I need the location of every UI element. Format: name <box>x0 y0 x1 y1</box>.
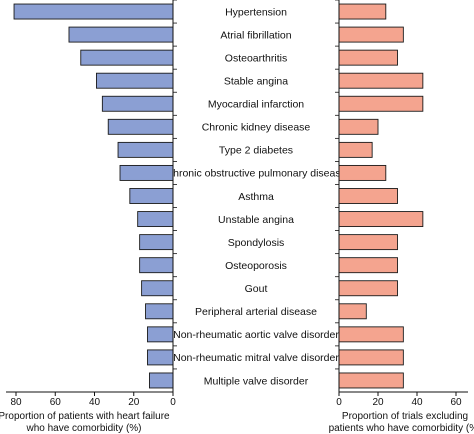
category-label: Unstable angina <box>218 214 294 226</box>
left-bar <box>96 72 174 89</box>
category-label: Atrial fibrillation <box>220 29 291 41</box>
left-x-tick-label: 80 <box>10 397 22 408</box>
right-bar <box>338 280 398 297</box>
right-bar <box>338 49 398 66</box>
left-axis-title-line1: Proportion of patients with heart failur… <box>0 411 170 422</box>
left-x-tick-label: 20 <box>128 397 140 408</box>
category-label: Myocardial infarction <box>208 99 304 111</box>
left-bar <box>13 3 174 20</box>
right-x-tick-label: 20 <box>372 397 384 408</box>
left-bar <box>101 95 174 112</box>
category-label: Multiple valve disorder <box>204 375 309 387</box>
left-bar <box>139 234 174 251</box>
left-bar <box>107 118 174 135</box>
left-bar <box>148 372 174 389</box>
right-bar <box>338 303 367 320</box>
right-bar <box>338 3 387 20</box>
category-label: Gout <box>245 283 268 295</box>
category-label: Osteoarthritis <box>225 52 287 64</box>
left-bar <box>117 141 174 158</box>
right-bar <box>338 95 424 112</box>
left-bar <box>137 211 174 228</box>
left-bar <box>145 303 174 320</box>
right-bar <box>338 164 387 181</box>
left-bar <box>68 26 174 43</box>
left-bar <box>147 349 174 366</box>
right-bar <box>338 188 398 204</box>
right-x-tick-label: 40 <box>411 397 423 408</box>
right-bar <box>338 349 404 366</box>
right-bar <box>338 118 379 135</box>
left-bar <box>80 49 174 66</box>
right-panel: 0 20 40 60 Proportion of trials excludingpat… <box>329 0 474 434</box>
right-x-tick-label: 60 <box>450 397 462 408</box>
left-axis-title-line2: who have comorbidity (%) <box>25 423 141 434</box>
category-label: Non-rheumatic mitral valve disorder <box>173 352 339 364</box>
right-x-tick-label: 0 <box>336 397 342 408</box>
right-bar <box>338 257 398 274</box>
right-axis-title-line2: patients who have comorbidity (%) <box>329 423 474 434</box>
category-label: Type 2 diabetes <box>219 145 293 157</box>
category-label: Chronic obstructive pulmonary disease <box>166 168 347 180</box>
left-bar <box>129 188 174 204</box>
left-x-tick-label: 60 <box>50 397 62 408</box>
right-axis-title-line1: Proportion of trials excluding <box>342 411 468 422</box>
category-label: Non-rheumatic aortic valve disorder <box>173 329 339 341</box>
right-bar <box>338 211 424 228</box>
category-label: Osteoporosis <box>225 260 287 272</box>
left-bar <box>147 326 174 343</box>
category-label: Stable angina <box>224 76 288 88</box>
left-x-tick-label: 0 <box>170 397 176 408</box>
right-bar <box>338 372 404 389</box>
left-bar <box>139 257 174 274</box>
category-label: Peripheral arterial disease <box>195 306 317 318</box>
right-bar <box>338 234 398 251</box>
category-label: Hypertension <box>225 6 287 18</box>
right-bar <box>338 72 424 89</box>
right-bar <box>338 26 404 43</box>
category-label: Spondylosis <box>228 237 285 249</box>
right-bar <box>338 326 404 343</box>
right-bar <box>338 141 373 158</box>
left-x-tick-label: 40 <box>89 397 101 408</box>
left-bar <box>119 164 174 181</box>
category-labels: Hypertension Atrial fibrillation Osteoarth… <box>166 6 347 387</box>
category-label: Asthma <box>238 191 274 203</box>
left-bar <box>141 280 174 297</box>
category-label: Chronic kidney disease <box>202 122 311 134</box>
